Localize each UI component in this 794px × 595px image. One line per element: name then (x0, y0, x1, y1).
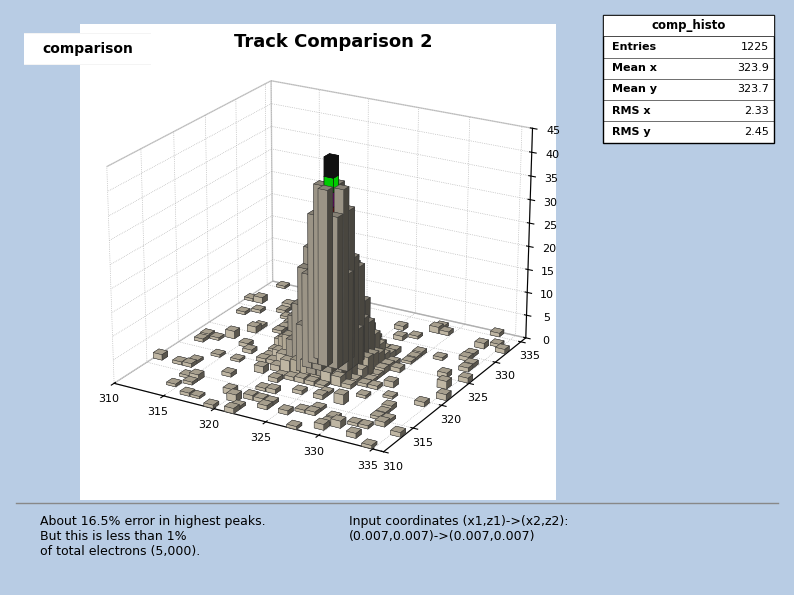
Text: comp_histo: comp_histo (652, 19, 726, 32)
Text: 1225: 1225 (741, 42, 769, 52)
FancyBboxPatch shape (21, 32, 153, 66)
Text: Mean y: Mean y (612, 84, 657, 95)
Text: Track Comparison 2: Track Comparison 2 (234, 33, 433, 51)
Text: 323.7: 323.7 (737, 84, 769, 95)
Text: Entries: Entries (612, 42, 656, 52)
Text: 2.45: 2.45 (744, 127, 769, 137)
Text: 323.9: 323.9 (737, 63, 769, 73)
FancyBboxPatch shape (603, 15, 774, 143)
Text: Input coordinates (x1,z1)->(x2,z2):
(0.007,0.007)->(0.007,0.007): Input coordinates (x1,z1)->(x2,z2): (0.0… (349, 515, 569, 543)
Text: 2.33: 2.33 (744, 106, 769, 116)
FancyBboxPatch shape (603, 15, 774, 36)
Text: Mean x: Mean x (612, 63, 657, 73)
Text: About 16.5% error in highest peaks.
But this is less than 1%
of total electrons : About 16.5% error in highest peaks. But … (40, 515, 265, 558)
Text: comparison: comparison (42, 42, 133, 56)
Text: RMS y: RMS y (612, 127, 650, 137)
Text: RMS x: RMS x (612, 106, 650, 116)
